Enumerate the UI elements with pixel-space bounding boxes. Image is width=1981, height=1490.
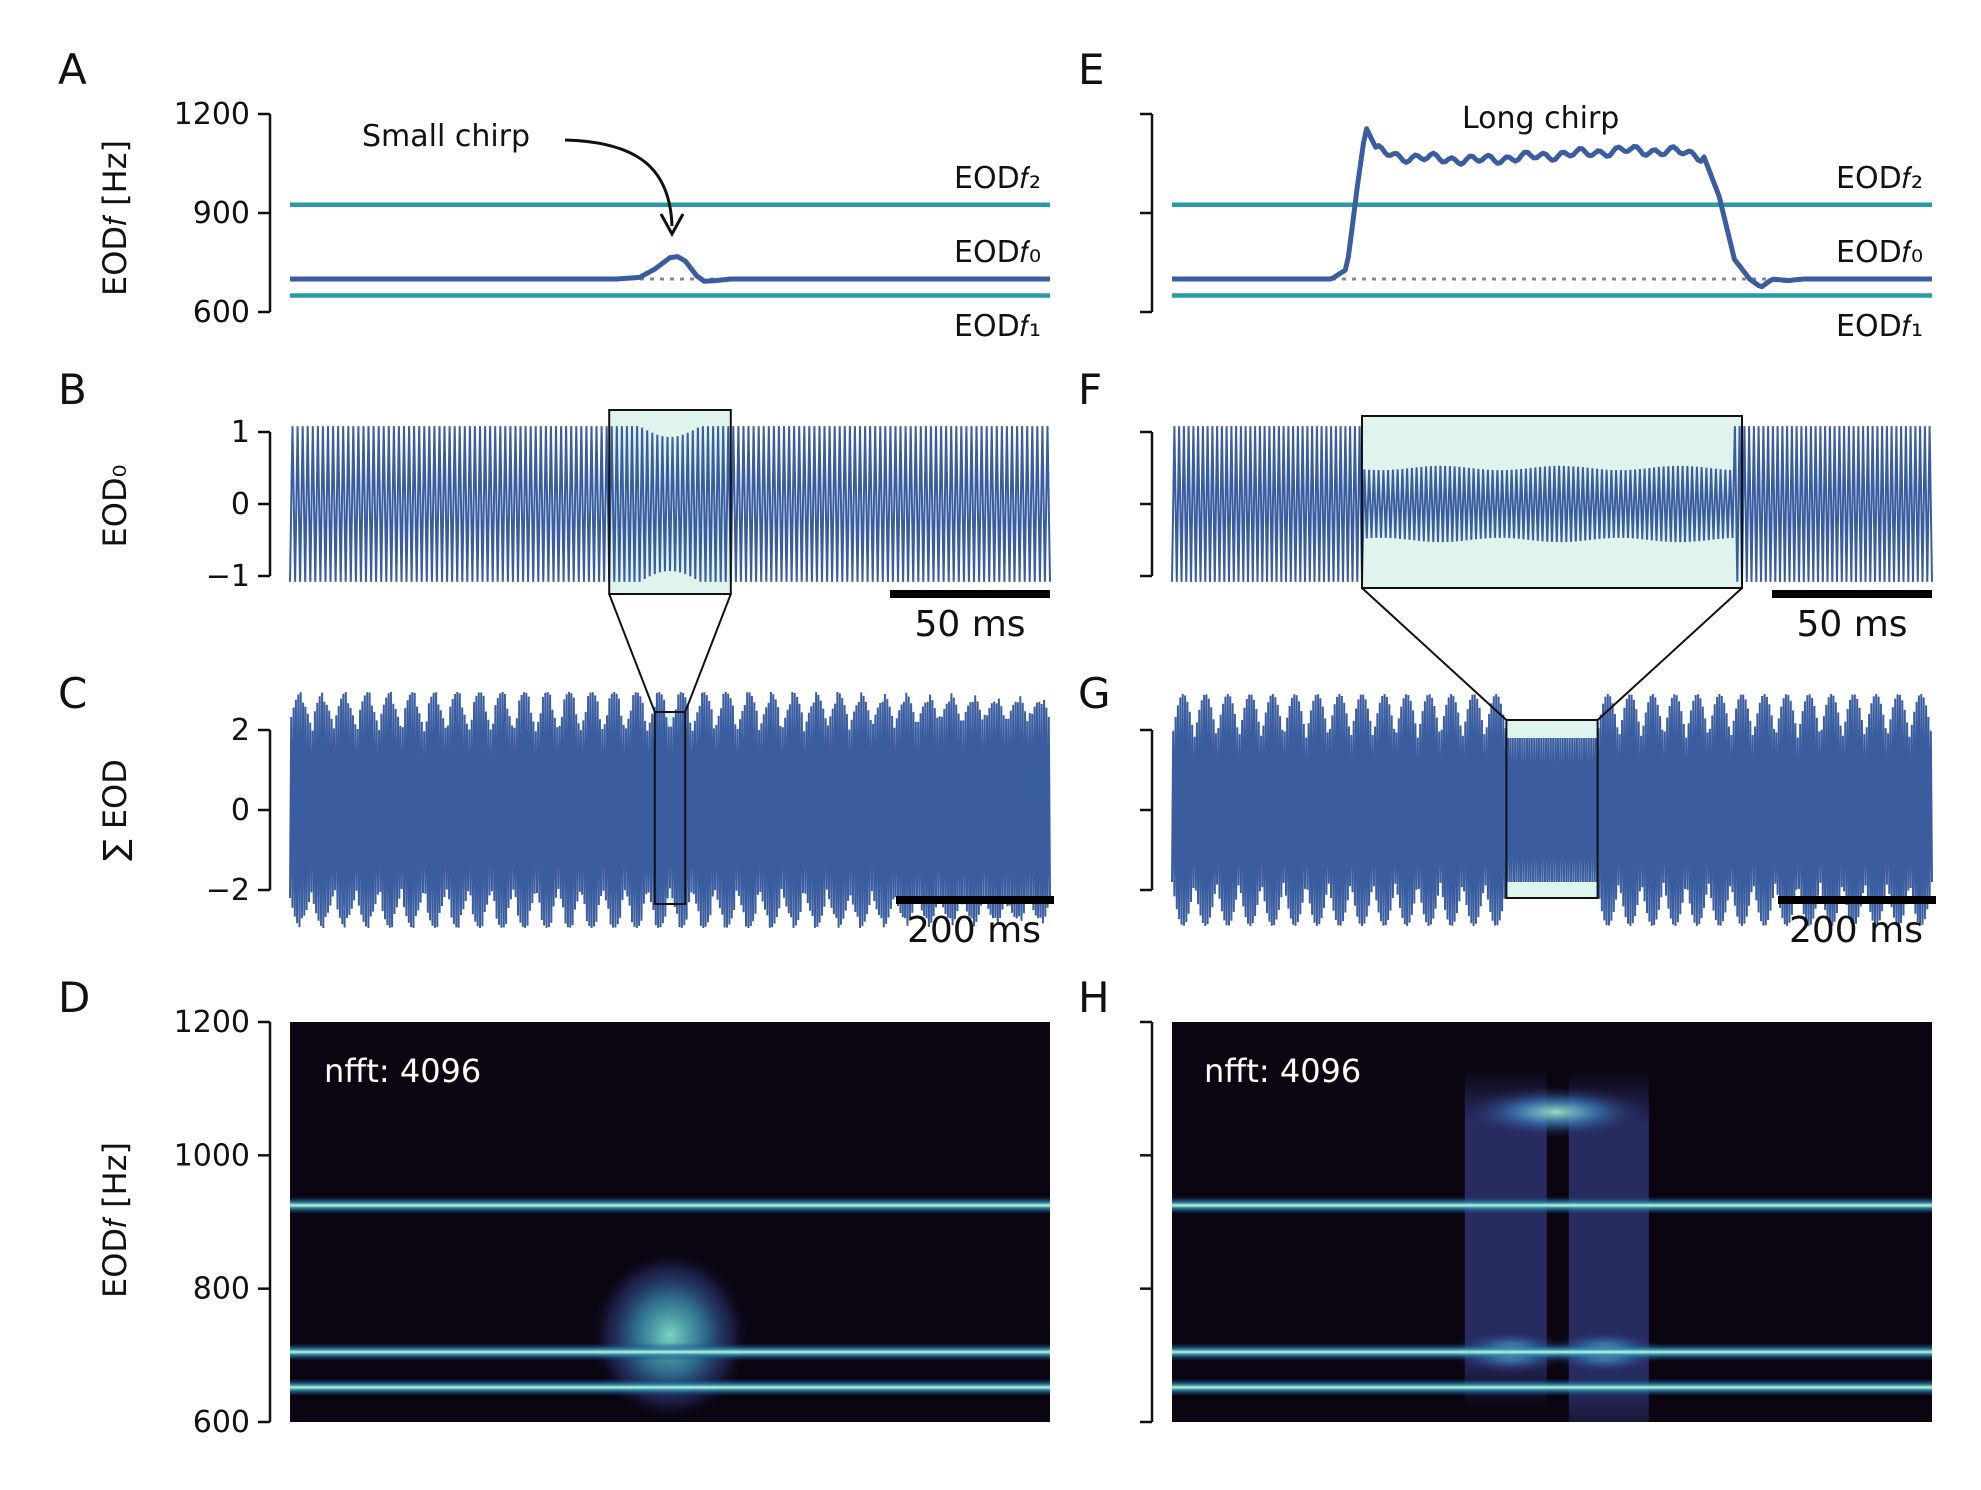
panel-c-y-tick-label: 2 [231,713,250,748]
panel-d-freq-line-1 [290,1343,1050,1361]
panel-e-series-eodf0 [1172,126,1932,290]
panel-d-y-tick-label: 600 [193,1405,250,1440]
panel-d-spectrogram [290,1022,1050,1422]
zoom-connector-right-long [1596,587,1743,721]
panel-h-freq-line-1 [1172,1343,1932,1361]
panel-letter-d: D [58,973,90,1022]
panel-a-y-tick-label: 1200 [174,97,250,132]
label-e-eodf0: EOD𝑓₀ [1836,235,1923,270]
small-chirp-arrowhead [659,213,685,238]
panel-letter-g: G [1078,669,1111,718]
panel-g-waveform [1171,693,1933,927]
ylabel-d: EOD𝑓 [Hz] [96,1142,134,1298]
annotation-long-chirp: Long chirp [1462,101,1619,136]
panels-layer: 600 900 1200 −1 0 1 −2 0 2 600 800 1000 1200 [174,97,1936,1440]
ylabel-a: EOD𝑓 [Hz] [96,140,134,296]
label-e-eodf1: EOD𝑓₁ [1836,309,1923,344]
zoom-connector-left-small [608,593,656,713]
scalebar-label-c: 200 ms [907,910,1041,951]
panel-c-y-tick-label: −2 [206,873,250,908]
scalebar-label-b: 50 ms [914,604,1025,645]
panel-d-chirp-blob [592,1251,748,1420]
label-e-eodf2: EOD𝑓₂ [1836,161,1923,196]
scalebar-label-g: 200 ms [1789,910,1923,951]
panel-letter-a: A [58,45,87,94]
panel-h-freq-line-0 [1172,1196,1932,1215]
label-a-eodf1: EOD𝑓₁ [954,309,1041,344]
panel-a-y-tick-label: 900 [193,196,250,231]
panel-d-y-tick-label: 1000 [174,1138,250,1173]
panel-g-zoom-box-border [1505,719,1599,899]
panel-letter-h: H [1078,973,1110,1022]
panel-letter-c: C [58,669,87,718]
nfft-label-d: nfft: 4096 [324,1052,481,1090]
panel-b-waveform [289,426,1051,582]
panel-d-freq-line-2 [290,1378,1050,1397]
panel-f-zoom-box-border [1361,415,1743,589]
panel-d-freq-line-0 [290,1196,1050,1215]
panel-a-series-eodf0 [290,254,1050,284]
label-a-eodf0: EOD𝑓₀ [954,235,1041,270]
panel-b-y-tick-label: −1 [206,559,250,594]
panel-h-freq-line-2 [1172,1378,1932,1397]
panel-letter-f: F [1078,365,1102,414]
panel-a-y-tick-label: 600 [193,295,250,330]
panel-b-zoom-box-border [608,409,732,595]
panel-b-y-tick-label: 1 [231,415,250,450]
small-chirp-arrow [564,138,674,227]
panel-c-zoom-box-border [653,711,687,905]
panel-d-y-tick-label: 800 [193,1272,250,1307]
panel-f-waveform [1171,426,1933,582]
ylabel-c: ∑ EOD [96,759,134,861]
zoom-connector-left-long [1361,587,1508,721]
panel-h-chirp-top-band [1460,1086,1651,1138]
panel-c-waveform [289,691,1051,929]
annotation-small-chirp: Small chirp [362,119,530,154]
ylabel-b: EOD₀ [96,465,134,548]
panel-c-y-tick-label: 0 [231,793,250,828]
nfft-label-h: nfft: 4096 [1204,1052,1361,1090]
panel-f-zoom-box [1362,416,1742,588]
panel-letter-e: E [1078,45,1105,94]
panel-letter-b: B [58,365,87,414]
panel-h-spectrogram [1172,1022,1932,1422]
scalebar-label-f: 50 ms [1796,604,1907,645]
panel-d-y-tick-label: 1200 [174,1005,250,1040]
panel-b-y-tick-label: 0 [231,487,250,522]
label-a-eodf2: EOD𝑓₂ [954,161,1041,196]
zoom-connector-right-small [684,593,732,713]
